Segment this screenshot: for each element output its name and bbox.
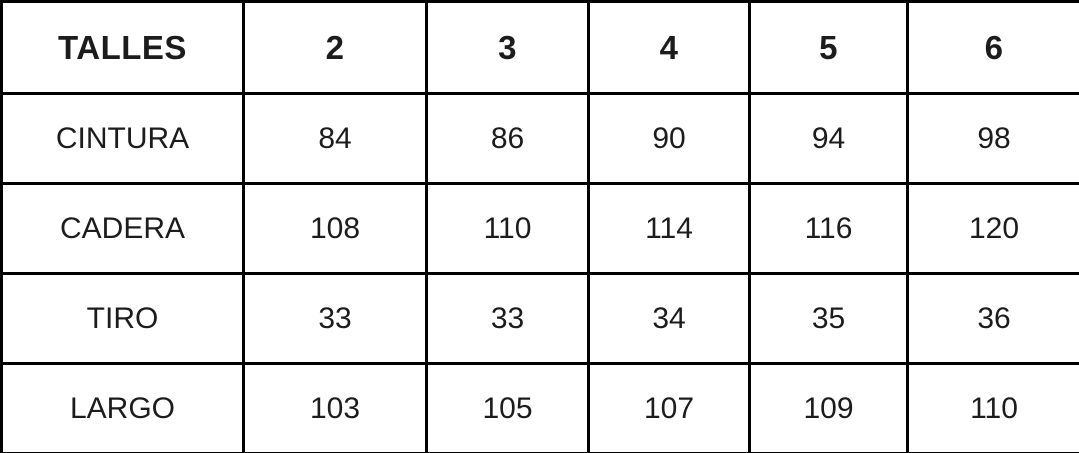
cell-largo-size-5: 109 (748, 362, 909, 453)
header-cell-size-5: 5 (748, 0, 909, 95)
cell-tiro-size-4: 34 (587, 272, 751, 365)
cell-cintura-size-2: 84 (242, 92, 428, 185)
header-cell-talles: TALLES (0, 0, 245, 95)
table-row-tiro: TIRO 33 33 34 35 36 (0, 272, 1079, 365)
table-row-cintura: CINTURA 84 86 90 94 98 (0, 92, 1079, 185)
cell-largo-size-6: 110 (906, 362, 1079, 453)
table-row-largo: LARGO 103 105 107 109 110 (0, 362, 1079, 453)
cell-cintura-size-4: 90 (587, 92, 751, 185)
cell-cadera-size-6: 120 (906, 182, 1079, 275)
header-cell-size-4: 4 (587, 0, 751, 95)
header-cell-size-3: 3 (425, 0, 590, 95)
table-row-cadera: CADERA 108 110 114 116 120 (0, 182, 1079, 275)
row-label-tiro: TIRO (0, 272, 245, 365)
header-cell-size-2: 2 (242, 0, 428, 95)
table-header-row: TALLES 2 3 4 5 6 (0, 0, 1079, 95)
cell-cintura-size-6: 98 (906, 92, 1079, 185)
cell-largo-size-4: 107 (587, 362, 751, 453)
row-label-cadera: CADERA (0, 182, 245, 275)
cell-tiro-size-6: 36 (906, 272, 1079, 365)
cell-largo-size-2: 103 (242, 362, 428, 453)
cell-cintura-size-5: 94 (748, 92, 909, 185)
cell-tiro-size-5: 35 (748, 272, 909, 365)
header-cell-size-6: 6 (906, 0, 1079, 95)
cell-tiro-size-3: 33 (425, 272, 590, 365)
cell-cadera-size-3: 110 (425, 182, 590, 275)
cell-largo-size-3: 105 (425, 362, 590, 453)
cell-cintura-size-3: 86 (425, 92, 590, 185)
cell-cadera-size-2: 108 (242, 182, 428, 275)
cell-cadera-size-4: 114 (587, 182, 751, 275)
cell-tiro-size-2: 33 (242, 272, 428, 365)
row-label-cintura: CINTURA (0, 92, 245, 185)
row-label-largo: LARGO (0, 362, 245, 453)
cell-cadera-size-5: 116 (748, 182, 909, 275)
